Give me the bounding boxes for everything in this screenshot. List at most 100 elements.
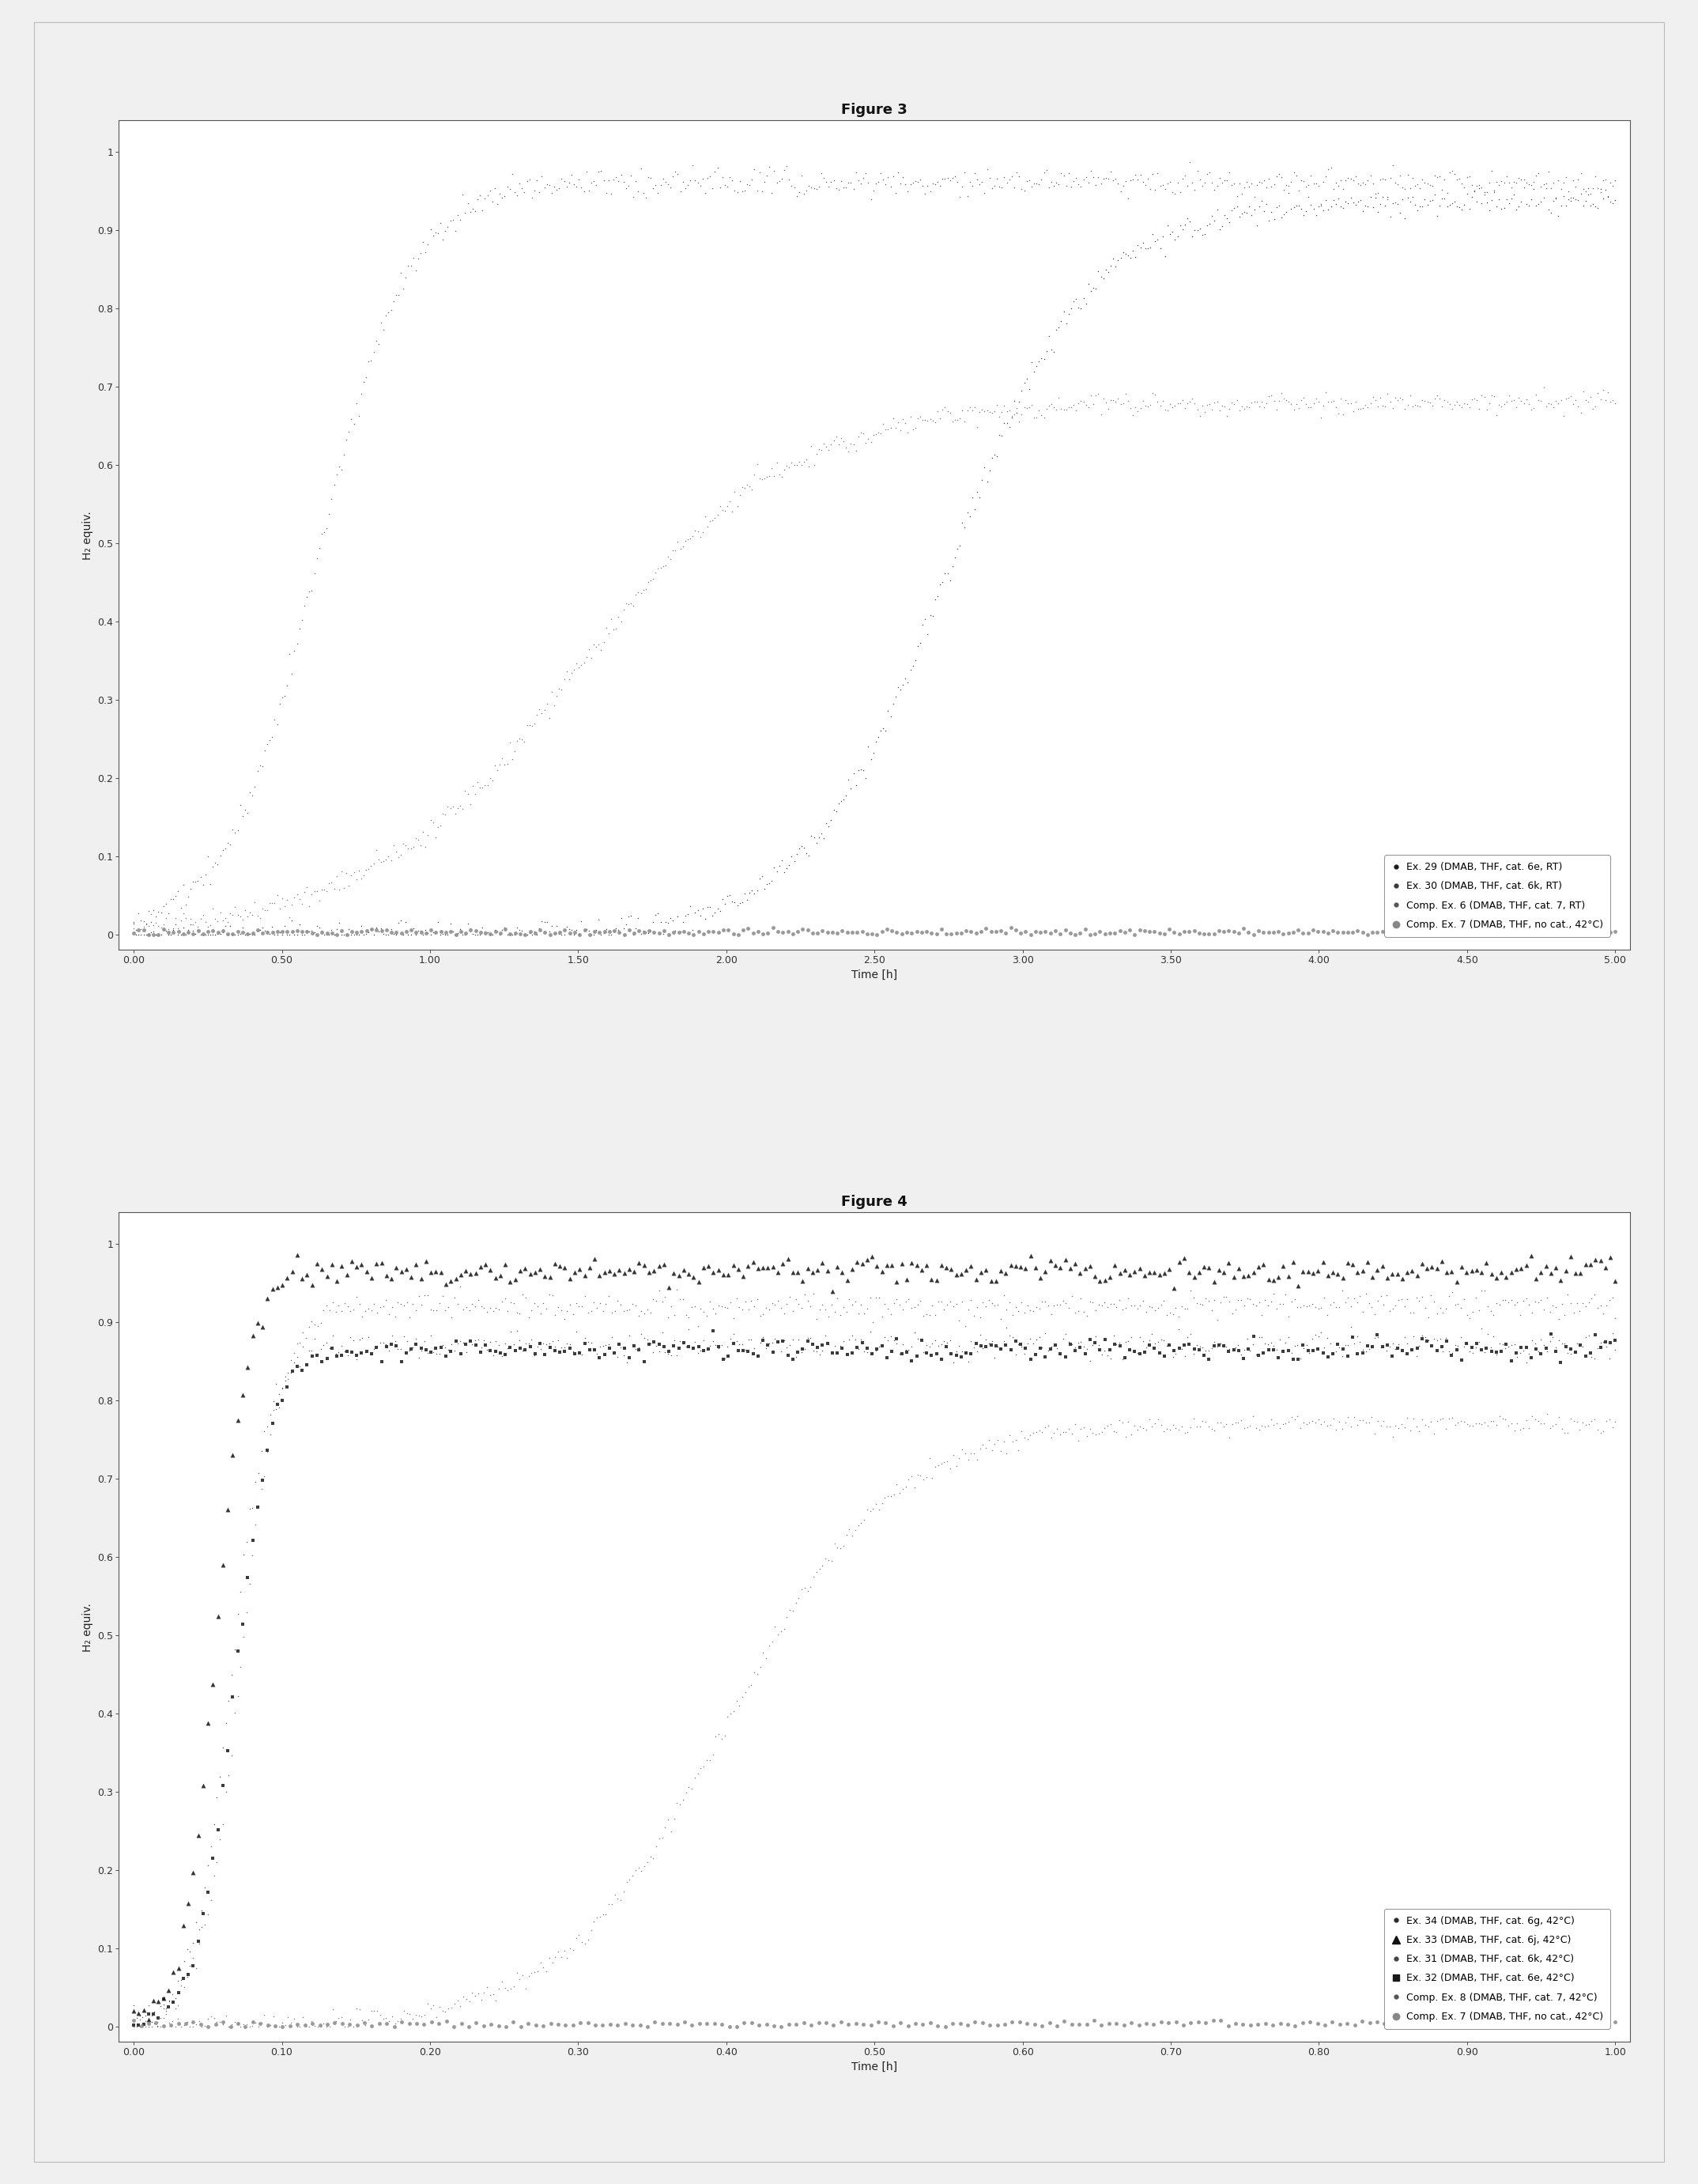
Point: [650, 1247, 678, 1282]
Point: [447, 911, 474, 946]
Point: [377, 843, 404, 878]
Point: [489, 1963, 516, 1998]
Point: [674, 898, 701, 933]
Point: [458, 1974, 486, 2009]
Point: [1178, 166, 1206, 201]
Point: [1009, 1284, 1036, 1319]
Point: [423, 1254, 450, 1289]
Point: [1151, 238, 1178, 273]
Point: [618, 1859, 645, 1894]
Point: [555, 662, 582, 697]
Point: [1547, 1345, 1574, 1380]
Point: [987, 1330, 1014, 1365]
Point: [399, 1330, 426, 1365]
Point: [353, 1254, 380, 1289]
Point: [883, 1282, 910, 1317]
Point: [655, 1334, 683, 1369]
Point: [800, 1332, 827, 1367]
Point: [301, 1321, 328, 1356]
Point: [545, 1933, 572, 1968]
Point: [209, 915, 236, 950]
Point: [903, 1339, 931, 1374]
Point: [328, 2007, 355, 2042]
Point: [1226, 393, 1253, 428]
Point: [1525, 382, 1552, 417]
Point: [1020, 1293, 1048, 1328]
Point: [299, 915, 326, 950]
Point: [652, 1334, 679, 1369]
Point: [919, 404, 946, 439]
Point: [1572, 1319, 1600, 1354]
Point: [424, 2007, 452, 2042]
Point: [868, 1328, 895, 1363]
Point: [1221, 1293, 1248, 1328]
Point: [1053, 1415, 1080, 1450]
Point: [1027, 915, 1054, 950]
Point: [705, 915, 732, 950]
Point: [1240, 1398, 1267, 1433]
Point: [1043, 166, 1070, 201]
Point: [788, 1334, 815, 1369]
Point: [511, 917, 538, 952]
Point: [1314, 1297, 1341, 1332]
Point: [1141, 223, 1168, 258]
Point: [379, 1998, 406, 2033]
Point: [1523, 913, 1550, 948]
Point: [749, 858, 776, 893]
Point: [610, 164, 637, 199]
Point: [1450, 170, 1477, 205]
Point: [177, 1933, 204, 1968]
Point: [676, 915, 703, 950]
Point: [182, 1904, 209, 1939]
Point: [761, 153, 788, 188]
Point: [1260, 1332, 1287, 1367]
Point: [1460, 173, 1487, 207]
Point: [992, 2007, 1019, 2042]
Point: [413, 1332, 440, 1367]
Point: [844, 1245, 871, 1280]
Point: [1482, 397, 1510, 432]
Point: [681, 513, 708, 548]
Point: [131, 1992, 158, 2027]
Point: [988, 419, 1015, 454]
Point: [394, 1324, 421, 1358]
Point: [1504, 190, 1532, 225]
Point: [209, 1546, 236, 1581]
Point: [1335, 1339, 1362, 1374]
Point: [739, 472, 766, 507]
Point: [790, 177, 817, 212]
Point: [1355, 162, 1382, 197]
Point: [392, 260, 419, 295]
Point: [1032, 153, 1060, 188]
Point: [518, 1293, 545, 1328]
Point: [1170, 1241, 1197, 1275]
Point: [584, 1900, 611, 1935]
Point: [1063, 393, 1090, 428]
Point: [834, 915, 861, 950]
Point: [1221, 1260, 1248, 1295]
Point: [351, 1334, 379, 1369]
Point: [1258, 194, 1285, 229]
Point: [1437, 155, 1464, 190]
Point: [700, 502, 727, 537]
Point: [776, 2007, 803, 2042]
Point: [217, 895, 245, 930]
Point: [487, 1258, 514, 1293]
Point: [691, 175, 718, 210]
Point: [149, 1981, 177, 2016]
Point: [304, 874, 331, 909]
Point: [260, 1393, 287, 1428]
Point: [1399, 162, 1426, 197]
Point: [1447, 190, 1474, 225]
Point: [588, 917, 615, 952]
Point: [321, 871, 348, 906]
Point: [448, 2005, 475, 2040]
Point: [1549, 1286, 1576, 1321]
Point: [1092, 915, 1119, 950]
Point: [1233, 389, 1260, 424]
Point: [272, 1363, 299, 1398]
Point: [241, 1463, 268, 1498]
Point: [1126, 1319, 1153, 1354]
Point: [165, 1987, 192, 2022]
Point: [713, 489, 740, 524]
